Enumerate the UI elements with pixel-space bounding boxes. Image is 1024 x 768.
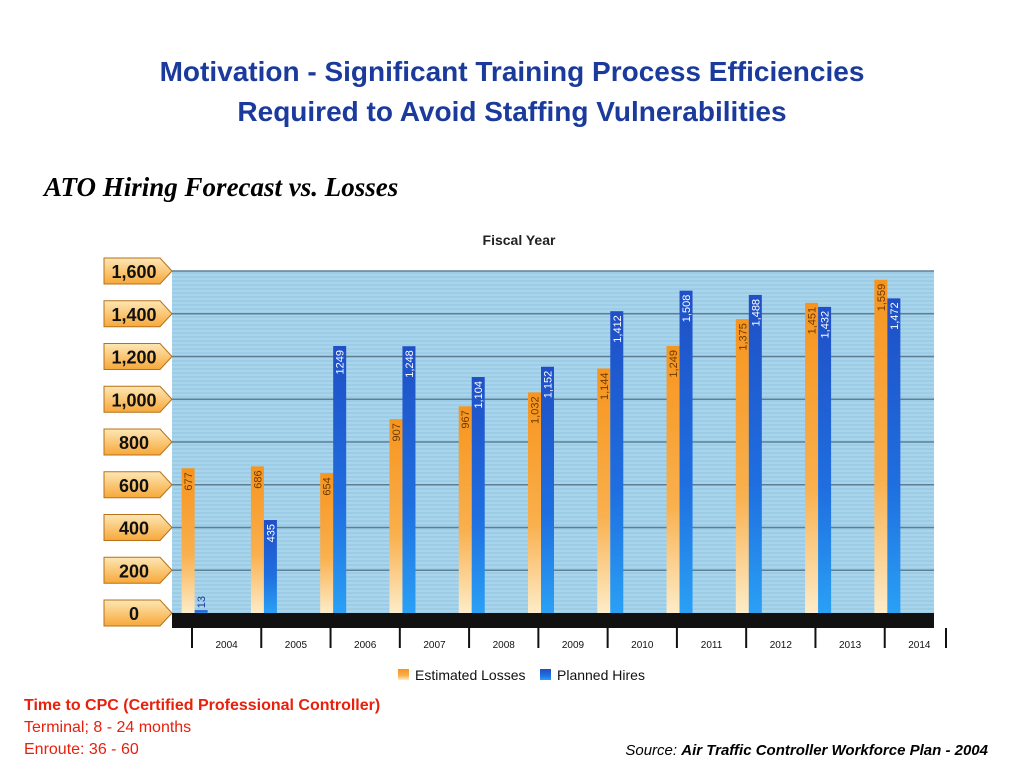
loss-bar-2012 xyxy=(735,319,749,613)
x-tick-label: 2007 xyxy=(423,640,446,651)
loss-value-label-2012: 1,375 xyxy=(737,323,749,351)
cpc-terminal: Terminal; 8 - 24 months xyxy=(24,719,192,736)
y-tick-tab xyxy=(103,428,173,456)
x-tick-label: 2009 xyxy=(562,640,585,651)
loss-value-label-2009: 1,032 xyxy=(530,396,542,424)
slide-title-line-1: Motivation - Significant Training Proces… xyxy=(159,56,865,87)
hire-value-label-2012: 1,488 xyxy=(750,299,762,327)
y-tick-tab xyxy=(103,385,173,413)
hire-bar-2014 xyxy=(887,298,901,613)
loss-bar-2013 xyxy=(805,302,819,613)
chart-title: Fiscal Year xyxy=(483,232,556,248)
x-tick-label: 2010 xyxy=(631,640,654,651)
hire-value-label-2004: 13 xyxy=(196,596,208,608)
hire-value-label-2008: 1,104 xyxy=(473,381,485,409)
loss-value-label-2007: 907 xyxy=(391,423,403,441)
y-tick-label: 600 xyxy=(119,476,149,496)
loss-value-label-2008: 967 xyxy=(460,410,472,428)
loss-value-label-2006: 654 xyxy=(322,477,334,495)
y-tick-tab xyxy=(103,556,173,584)
y-tick-tab xyxy=(103,471,173,499)
y-tick-label: 200 xyxy=(119,561,149,581)
hire-bar-2007 xyxy=(402,346,416,613)
loss-value-label-2011: 1,249 xyxy=(668,350,680,378)
y-tick-label: 400 xyxy=(119,519,149,539)
bars: 6771368643565412499071,2489671,1041,0321… xyxy=(181,279,901,613)
hire-bar-2009 xyxy=(541,366,554,613)
y-tick-label: 1,000 xyxy=(111,390,156,410)
legend-label-losses: Estimated Losses xyxy=(415,667,526,683)
loss-bar-2009 xyxy=(528,392,541,613)
x-tick-label: 2013 xyxy=(839,640,862,651)
cpc-enroute: Enroute: 36 - 60 xyxy=(24,741,139,758)
x-tick-label: 2012 xyxy=(770,640,793,651)
x-tick-label: 2011 xyxy=(701,640,723,651)
loss-bar-2004 xyxy=(181,468,195,613)
y-tick-tab xyxy=(103,343,173,370)
x-tick-label: 2006 xyxy=(354,640,377,651)
loss-bar-2011 xyxy=(666,346,680,613)
legend-swatch-hires xyxy=(540,669,551,680)
hire-value-label-2013: 1,432 xyxy=(820,311,832,339)
loss-bar-2005 xyxy=(250,466,264,613)
y-tick-label: 1,400 xyxy=(111,305,156,325)
y-tick-tab xyxy=(103,514,173,541)
hire-value-label-2006: 1249 xyxy=(335,350,347,374)
x-tick-label: 2014 xyxy=(908,640,931,651)
hire-bar-2006 xyxy=(333,346,347,613)
hire-value-label-2009: 1,152 xyxy=(543,371,555,399)
y-tick-label: 1,200 xyxy=(111,348,156,368)
x-tick-label: 2008 xyxy=(493,640,516,651)
loss-bar-2014 xyxy=(874,279,888,613)
hire-bar-2005 xyxy=(263,520,277,613)
source-label: Source: xyxy=(625,742,678,759)
slide-subtitle: ATO Hiring Forecast vs. Losses xyxy=(44,172,399,202)
loss-bar-2006 xyxy=(320,473,334,613)
x-tick-label: 2004 xyxy=(216,640,239,651)
hire-bar-2011 xyxy=(679,290,693,613)
loss-value-label-2013: 1,451 xyxy=(807,307,819,335)
hire-value-label-2010: 1,412 xyxy=(612,315,624,343)
y-tick-label: 0 xyxy=(129,604,139,624)
cpc-notes: Time to CPC (Certified Professional Cont… xyxy=(24,695,380,761)
loss-value-label-2005: 686 xyxy=(252,470,264,488)
slide-title-line-2: Required to Avoid Staffing Vulnerabiliti… xyxy=(237,96,787,127)
hire-value-label-2011: 1,508 xyxy=(681,295,693,323)
hire-bar-2012 xyxy=(748,294,762,613)
y-tick-label: 800 xyxy=(119,433,149,453)
y-tick-tab xyxy=(103,300,173,328)
loss-bar-2008 xyxy=(458,406,472,613)
x-axis-baseline xyxy=(172,613,934,628)
hire-value-label-2007: 1,248 xyxy=(404,350,416,378)
x-tick-label: 2005 xyxy=(285,640,308,651)
slide-title: Motivation - Significant Training Proces… xyxy=(0,52,1024,132)
hire-value-label-2014: 1,472 xyxy=(889,302,901,330)
y-tick-tab xyxy=(103,257,173,285)
y-tick-label: 1,600 xyxy=(111,262,156,282)
loss-value-label-2010: 1,144 xyxy=(599,372,611,400)
loss-bar-2010 xyxy=(597,368,611,613)
cpc-heading: Time to CPC (Certified Professional Cont… xyxy=(24,697,381,714)
legend-label-hires: Planned Hires xyxy=(557,667,645,683)
legend-swatch-losses xyxy=(398,669,409,680)
x-axis: 2004 2005 2006 2007 2008 2009 2010 2011 2012 2013… xyxy=(172,613,947,651)
y-tick-tab xyxy=(103,599,173,627)
hire-bar-2008 xyxy=(471,377,485,613)
source-publication: Air Traffic Controller Workforce Plan - … xyxy=(681,742,988,759)
hire-bar-2013 xyxy=(818,306,832,613)
loss-value-label-2014: 1,559 xyxy=(876,284,888,312)
source-citation: Source: Air Traffic Controller Workforce… xyxy=(625,742,988,759)
y-axis: 0 200 400 600 800 1,000 1,200 1,400 1,600 xyxy=(103,257,173,627)
legend: Estimated Losses Planned Hires xyxy=(398,667,645,683)
loss-bar-2007 xyxy=(389,419,403,613)
loss-value-label-2004: 677 xyxy=(183,472,195,490)
hire-value-label-2005: 435 xyxy=(265,524,277,542)
hire-bar-2010 xyxy=(610,311,624,613)
hire-bar-2004 xyxy=(194,610,208,613)
